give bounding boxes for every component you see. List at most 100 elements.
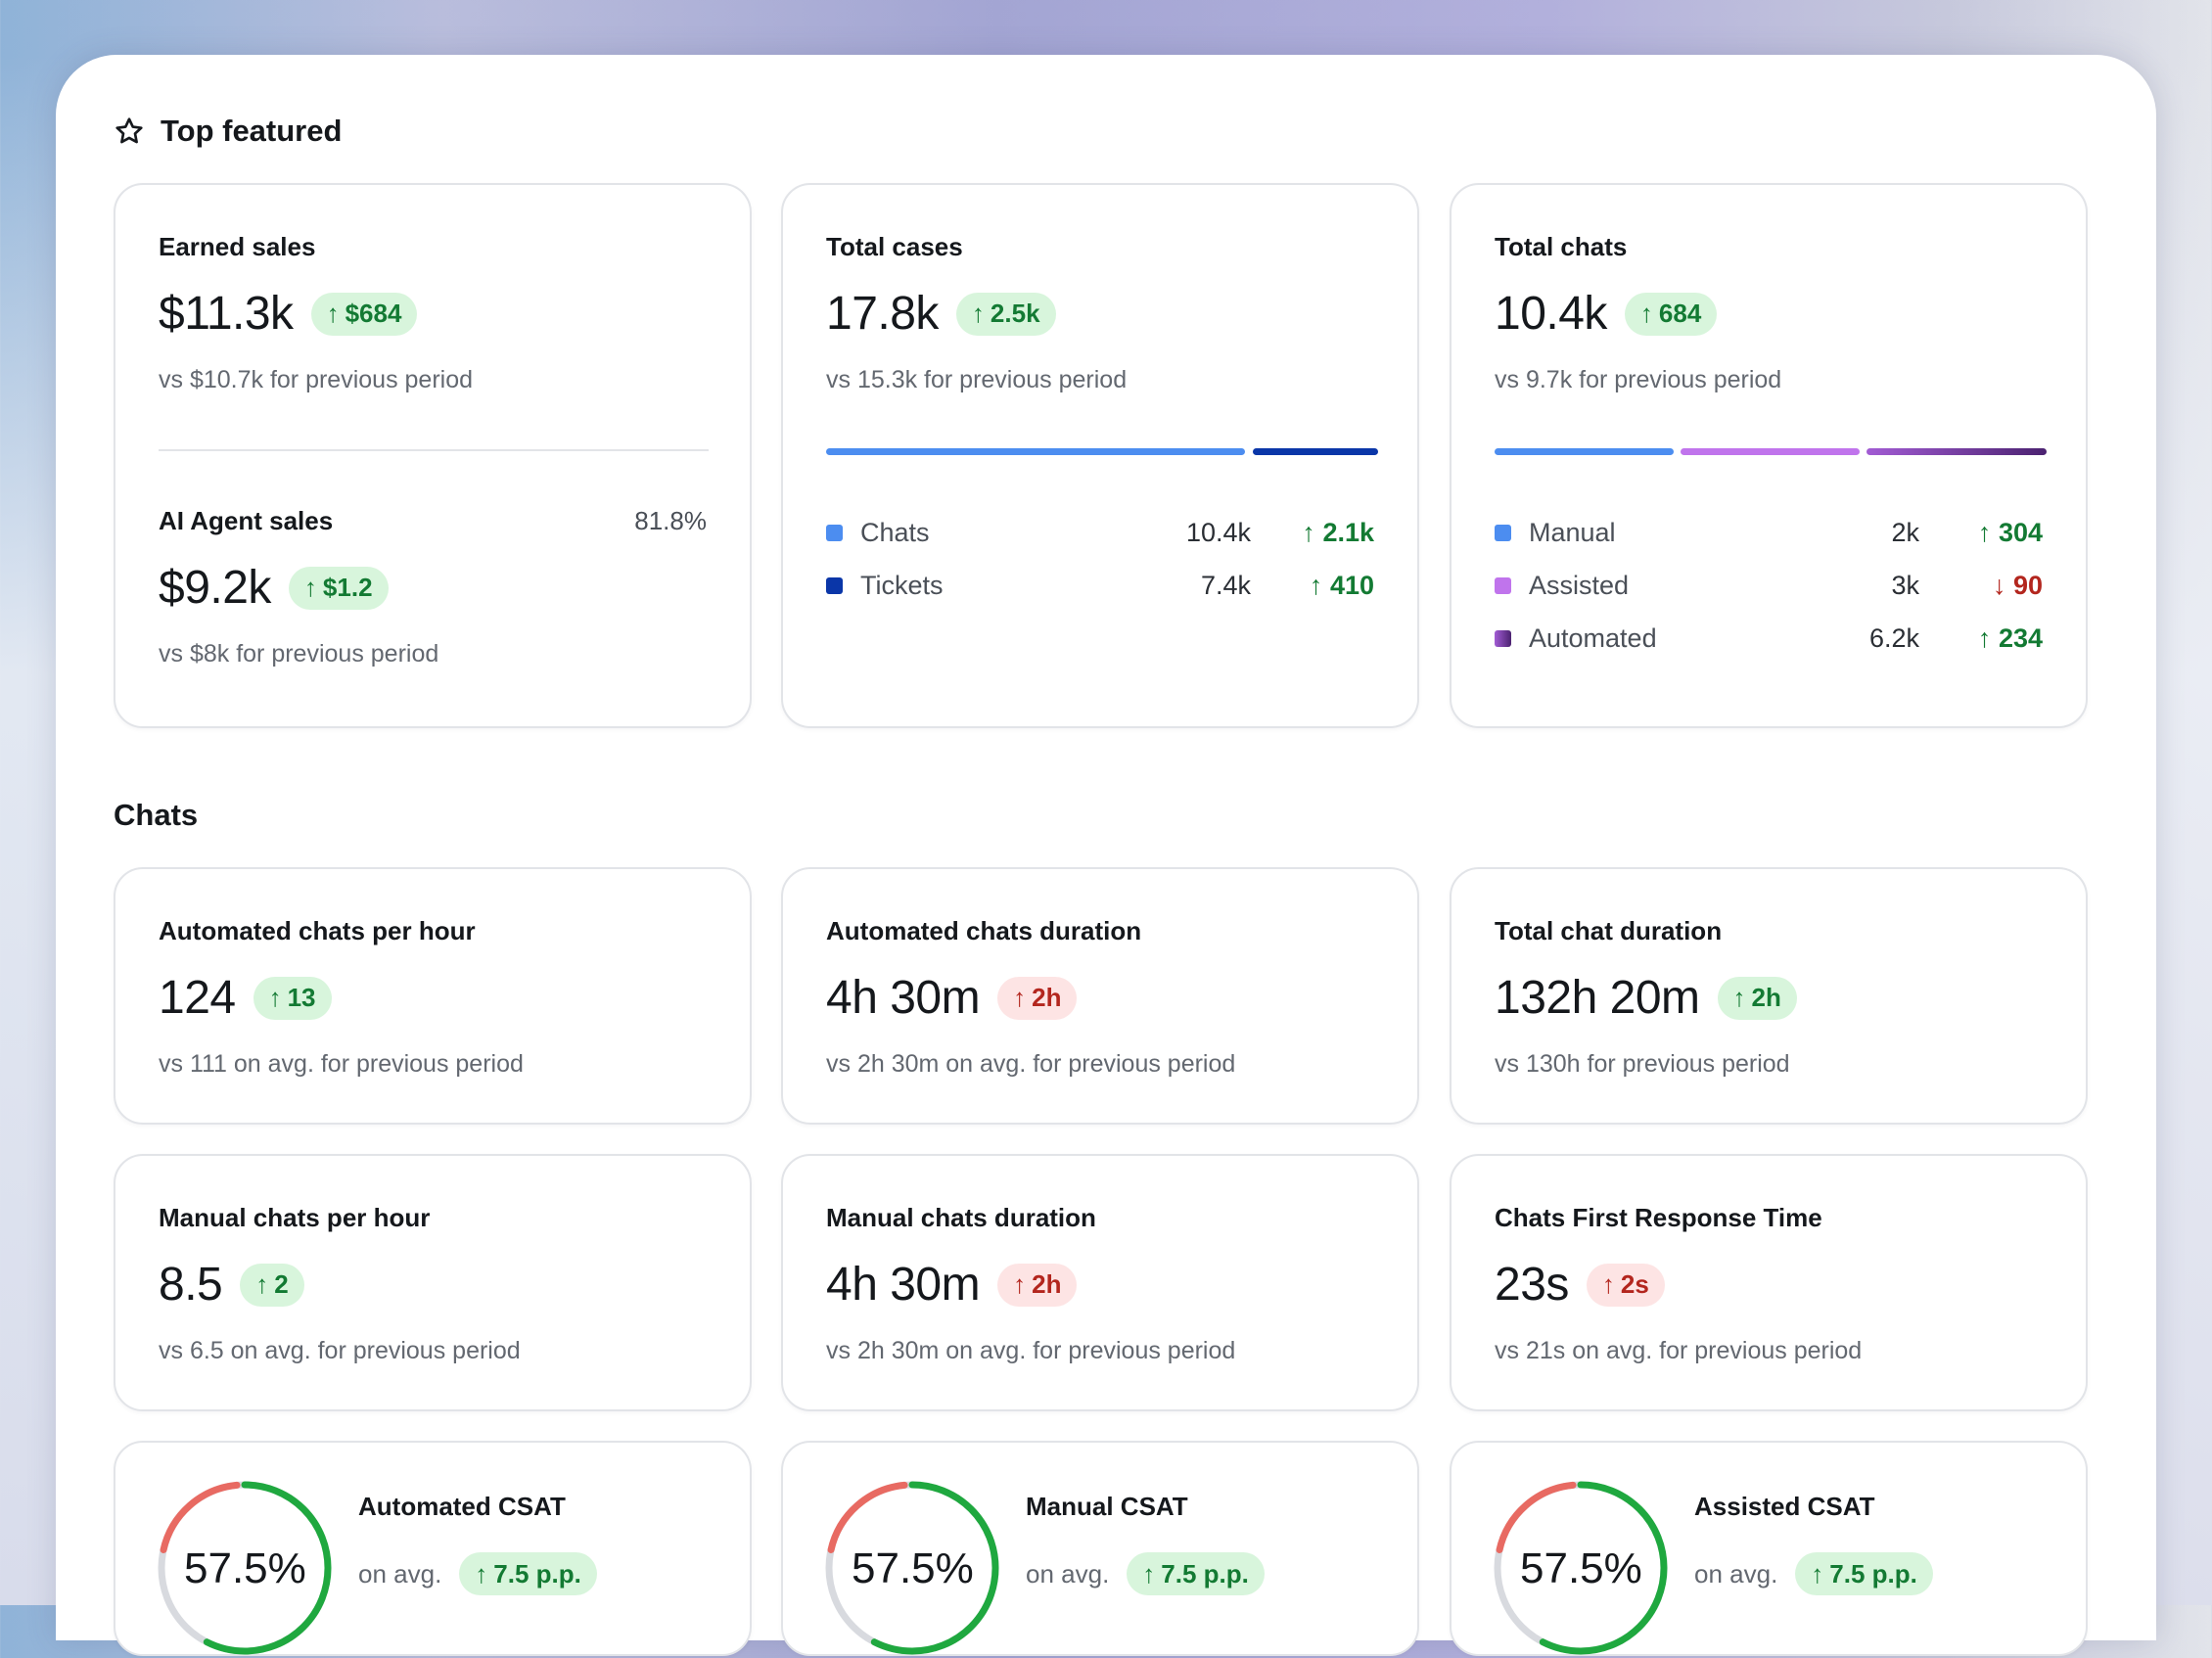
comparison-text: vs 21s on avg. for previous period bbox=[1495, 1337, 1863, 1364]
metric-value: 23s bbox=[1495, 1259, 1569, 1311]
section-title-chats: Chats bbox=[114, 798, 198, 833]
comparison-text: vs 6.5 on avg. for previous period bbox=[159, 1337, 521, 1364]
comparison-text: vs 130h for previous period bbox=[1495, 1050, 1790, 1078]
metric-card-manual-chats-per-hour[interactable]: Manual chats per hour 8.5 ↑ 2 vs 6.5 on a… bbox=[114, 1154, 752, 1411]
ai-value-row: $9.2k ↑ $1.2 bbox=[159, 561, 389, 615]
metric-value: 10.4k bbox=[1495, 288, 1607, 340]
legend-swatch bbox=[1495, 577, 1511, 594]
avg-label: on avg. bbox=[1694, 1558, 1778, 1589]
delta-badge: ↑ 684 bbox=[1624, 292, 1718, 336]
ai-delta-badge: ↑ $1.2 bbox=[288, 566, 389, 610]
metric-card-automated-chats-per-hour[interactable]: Automated chats per hour 124 ↑ 13 vs 111 … bbox=[114, 867, 752, 1125]
delta-badge: ↑ 13 bbox=[253, 976, 332, 1020]
legend-value: 3k bbox=[1891, 571, 1919, 600]
bar-segment-chats bbox=[826, 448, 1245, 455]
card-label: Automated chats per hour bbox=[159, 916, 476, 945]
metric-value: 17.8k bbox=[826, 288, 939, 340]
ai-agent-label: AI Agent sales bbox=[159, 506, 334, 535]
comparison-text: vs $10.7k for previous period bbox=[159, 366, 474, 393]
value-row: 23s ↑ 2s bbox=[1495, 1258, 1665, 1312]
section-title-text: Chats bbox=[114, 798, 199, 832]
legend-delta: ↑ 234 bbox=[1977, 623, 2043, 653]
earned-sales-card[interactable]: Earned sales $11.3k ↑ $684 vs $10.7k for … bbox=[114, 183, 752, 728]
gauge-arc-negative bbox=[158, 1481, 332, 1655]
csat-value: 57.5% bbox=[852, 1544, 974, 1592]
legend-swatch bbox=[826, 577, 843, 594]
legend-label: Assisted bbox=[1529, 571, 1630, 600]
csat-card-manual[interactable]: 57.5% Manual CSAT on avg. ↑ 7.5 p.p. bbox=[781, 1441, 1419, 1656]
csat-label: Automated CSAT bbox=[358, 1492, 566, 1521]
legend-swatch bbox=[1495, 630, 1511, 647]
metric-value: 4h 30m bbox=[826, 1259, 981, 1311]
delta-badge: ↑ 2h bbox=[997, 1263, 1078, 1307]
value-row: 8.5 ↑ 2 bbox=[159, 1258, 304, 1312]
legend-value: 6.2k bbox=[1868, 623, 1919, 653]
bar-segment-assisted bbox=[1681, 448, 1860, 455]
gauge-arc-negative bbox=[1494, 1481, 1668, 1655]
legend-row-automated: Automated bbox=[1495, 623, 1822, 654]
comparison-text: vs 2h 30m on avg. for previous period bbox=[826, 1337, 1236, 1364]
divider bbox=[159, 449, 709, 451]
ai-metric-value: $9.2k bbox=[159, 562, 271, 614]
total-chats-card[interactable]: Total chats 10.4k ↑ 684 vs 9.7k for previ… bbox=[1450, 183, 2088, 728]
csat-card-automated[interactable]: 57.5% Automated CSAT on avg. ↑ 7.5 p.p. bbox=[114, 1441, 752, 1656]
comparison-text: vs 2h 30m on avg. for previous period bbox=[826, 1050, 1236, 1078]
csat-card-assisted[interactable]: 57.5% Assisted CSAT on avg. ↑ 7.5 p.p. bbox=[1450, 1441, 2088, 1656]
section-title-text: Top featured bbox=[161, 114, 343, 148]
legend-row-manual: Manual bbox=[1495, 518, 1822, 548]
delta-badge: ↑ 7.5 p.p. bbox=[459, 1552, 597, 1595]
bar-segment-automated bbox=[1866, 448, 2047, 455]
metric-value: 4h 30m bbox=[826, 972, 981, 1024]
metric-value: 8.5 bbox=[159, 1259, 223, 1311]
metric-value: $11.3k bbox=[159, 288, 294, 340]
card-label: Chats First Response Time bbox=[1495, 1203, 1822, 1232]
metric-card-total-chat-duration[interactable]: Total chat duration 132h 20m ↑ 2h vs 130h… bbox=[1450, 867, 2088, 1125]
metric-card-chats-first-response-time[interactable]: Chats First Response Time 23s ↑ 2s vs 21s… bbox=[1450, 1154, 2088, 1411]
value-row: 17.8k ↑ 2.5k bbox=[826, 287, 1056, 341]
delta-badge: ↑ 7.5 p.p. bbox=[1795, 1552, 1933, 1595]
legend-value: 7.4k bbox=[1200, 571, 1251, 600]
legend-label: Chats bbox=[860, 518, 930, 547]
csat-value: 57.5% bbox=[184, 1544, 306, 1592]
csat-label: Assisted CSAT bbox=[1694, 1492, 1875, 1521]
ai-comparison-text: vs $8k for previous period bbox=[159, 640, 439, 668]
card-label: Manual chats per hour bbox=[159, 1203, 431, 1232]
delta-badge: ↑ 7.5 p.p. bbox=[1127, 1552, 1265, 1595]
csat-avg-row: on avg. ↑ 7.5 p.p. bbox=[1026, 1552, 1265, 1595]
card-label: Total cases bbox=[826, 232, 963, 261]
legend-delta: ↑ 410 bbox=[1309, 571, 1374, 600]
metric-card-manual-chats-duration[interactable]: Manual chats duration 4h 30m ↑ 2h vs 2h 3… bbox=[781, 1154, 1419, 1411]
legend-value: 2k bbox=[1891, 518, 1919, 547]
card-label: Total chats bbox=[1495, 232, 1628, 261]
section-title-top-featured: Top featured bbox=[114, 114, 342, 149]
card-label: Total chat duration bbox=[1495, 916, 1723, 945]
legend-swatch bbox=[1495, 525, 1511, 541]
total-cases-card[interactable]: Total cases 17.8k ↑ 2.5k vs 15.3k for pre… bbox=[781, 183, 1419, 728]
card-label: Automated chats duration bbox=[826, 916, 1142, 945]
card-label: Manual chats duration bbox=[826, 1203, 1096, 1232]
comparison-text: vs 111 on avg. for previous period bbox=[159, 1050, 524, 1078]
delta-badge: ↑ 2s bbox=[1586, 1263, 1665, 1307]
legend-value: 10.4k bbox=[1185, 518, 1251, 547]
comparison-text: vs 15.3k for previous period bbox=[826, 366, 1128, 393]
delta-badge: ↑ 2.5k bbox=[955, 292, 1056, 336]
legend-label: Manual bbox=[1529, 518, 1616, 547]
comparison-text: vs 9.7k for previous period bbox=[1495, 366, 1782, 393]
value-row: 4h 30m ↑ 2h bbox=[826, 971, 1078, 1025]
metric-value: 124 bbox=[159, 972, 236, 1024]
metric-card-automated-chats-duration[interactable]: Automated chats duration 4h 30m ↑ 2h vs 2… bbox=[781, 867, 1419, 1125]
legend-delta: ↑ 304 bbox=[1977, 518, 2043, 547]
csat-label: Manual CSAT bbox=[1026, 1492, 1188, 1521]
metric-value: 132h 20m bbox=[1495, 972, 1700, 1024]
avg-label: on avg. bbox=[358, 1558, 442, 1589]
value-row: 132h 20m ↑ 2h bbox=[1495, 971, 1797, 1025]
legend-label: Tickets bbox=[860, 571, 944, 600]
legend-swatch bbox=[826, 525, 843, 541]
value-row: 10.4k ↑ 684 bbox=[1495, 287, 1718, 341]
csat-avg-row: on avg. ↑ 7.5 p.p. bbox=[358, 1552, 597, 1595]
legend-row-assisted: Assisted bbox=[1495, 571, 1822, 601]
delta-badge: ↑ $684 bbox=[310, 292, 418, 336]
legend-delta: ↑ 2.1k bbox=[1302, 518, 1374, 547]
card-label: Earned sales bbox=[159, 232, 316, 261]
star-icon bbox=[115, 117, 143, 144]
